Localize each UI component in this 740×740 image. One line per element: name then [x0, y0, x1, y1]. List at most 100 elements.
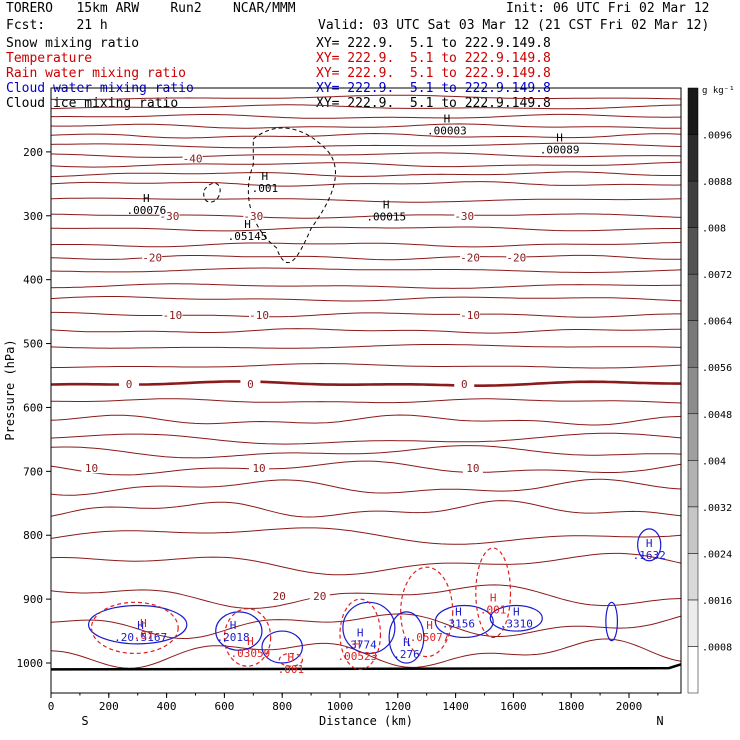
rain-max-label-h: H: [426, 619, 433, 632]
x-axis-title: Distance (km): [319, 714, 413, 728]
colorbar-tick-label: .0032: [702, 503, 732, 514]
cloud-water-max-label-h: H: [646, 537, 653, 550]
colorbar-tick-label: .0024: [702, 549, 732, 560]
temperature-label-bg: [182, 152, 203, 164]
temperature-label-bg: [159, 209, 180, 221]
temperature-label-bg: [243, 209, 264, 221]
colorbar-tick-label: .0048: [702, 410, 732, 421]
temperature-label-bg: [454, 377, 475, 389]
colorbar-tick-label: .0088: [702, 177, 732, 188]
header-fcst: Fcst: 21 h: [6, 18, 108, 33]
colorbar-segment: [687, 320, 699, 368]
contour-layer: [50, 94, 682, 671]
snow-max-label: .001: [252, 182, 279, 195]
rain-contour: [400, 566, 454, 658]
temperature-contour: [50, 197, 682, 203]
x-tick-label: 400: [157, 700, 177, 713]
snow-max-label: .00076: [126, 204, 166, 217]
endpoint-right: N: [656, 714, 663, 728]
ground-line: [50, 663, 682, 671]
colorbar-units: g kg⁻¹: [702, 86, 735, 96]
temperature-contour: [50, 460, 682, 476]
temperature-label: 0: [247, 378, 254, 391]
cloud-water-max-label: .20.5167: [114, 631, 167, 644]
x-tick-label: 1000: [327, 700, 354, 713]
temperature-contour: [50, 380, 681, 387]
colorbar-tick-label: .0016: [702, 596, 732, 607]
rain-max-label-h: H: [490, 592, 497, 605]
temperature-contour: [50, 328, 682, 334]
field-name-rain: Rain water mixing ratio: [6, 66, 187, 81]
rain-contour: [223, 608, 272, 667]
rain-max-label: .001: [480, 604, 507, 617]
field-xy-temperature: XY= 222.9. 5.1 to 222.9.149.8: [316, 51, 551, 66]
temperature-contour: [50, 226, 681, 232]
x-tick-label: 600: [214, 700, 234, 713]
colorbar-tick-label: .0056: [702, 363, 732, 374]
temperature-contour: [50, 171, 681, 178]
header-init: Init: 06 UTC Fri 02 Mar 12: [506, 1, 710, 16]
cloud-water-max-label-h: H: [513, 606, 520, 619]
cloud-water-contour: [605, 601, 619, 642]
temperature-label: -40: [183, 152, 203, 165]
temperature-label-bg: [269, 589, 290, 601]
temperature-contour: [50, 104, 682, 110]
temperature-contour: [50, 213, 682, 219]
snow-max-label-h: H: [244, 218, 251, 231]
y-tick-label: 300: [23, 210, 43, 223]
temperature-contour: [50, 152, 682, 158]
colorbar-segment: [687, 506, 699, 554]
temperature-label-bg: [460, 251, 481, 263]
snow-contour: [203, 182, 221, 203]
temperature-label-bg: [462, 462, 483, 474]
y-tick-label: 600: [23, 401, 43, 414]
colorbar-tick-label: .0064: [702, 317, 732, 328]
temperature-contour: [50, 344, 682, 349]
temperature-contour: [50, 132, 682, 139]
snow-max-label: .00003: [427, 124, 467, 137]
colorbar-segment: [687, 553, 699, 601]
y-tick-label: 1000: [17, 657, 44, 670]
temperature-label: 10: [252, 462, 265, 475]
x-tick-label: 1600: [500, 700, 527, 713]
snow-max-label: .00015: [366, 211, 406, 224]
field-xy-snow: XY= 222.9. 5.1 to 222.9.149.8: [316, 36, 551, 51]
temperature-contour: [50, 584, 682, 609]
temperature-contour: [50, 478, 682, 496]
snow-max-label-h: H: [383, 199, 390, 212]
temperature-label-bg: [142, 251, 163, 263]
temperature-label: -30: [454, 210, 474, 223]
temperature-label: 0: [461, 378, 468, 391]
cloud-water-max-label: .3310: [500, 618, 533, 631]
cloud-water-max-label-h: H: [403, 636, 410, 649]
cloud-water-max-label: .3156: [442, 618, 475, 631]
rain-contour: [475, 547, 512, 639]
temperature-label: -20: [460, 251, 480, 264]
temperature-contour: [50, 445, 682, 459]
field-name-temperature: Temperature: [6, 51, 93, 66]
temperature-contour: [50, 432, 682, 445]
temperature-label-bg: [506, 251, 527, 263]
cloud-water-max-label: .276: [393, 648, 420, 661]
colorbar-tick-label: .004: [702, 456, 726, 467]
cloud-water-contour: [637, 528, 662, 562]
rain-max-label: .03059: [231, 647, 271, 660]
cloud-water-max-label-h: H: [137, 619, 144, 632]
cloud-water-contour: [87, 604, 188, 645]
temperature-label: -10: [249, 309, 269, 322]
snow-max-label-h: H: [556, 132, 563, 145]
cloud-water-contour: [434, 604, 494, 639]
snow-contour: [247, 127, 336, 264]
rain-contour: [278, 652, 304, 667]
temperature-contour: [50, 161, 682, 168]
y-tick-label: 900: [23, 593, 43, 606]
colorbar-tick-label: .0008: [702, 642, 732, 653]
cloud-water-contour: [261, 630, 304, 664]
colorbar-segment: [687, 646, 699, 694]
colorbar-segment: [687, 366, 699, 415]
rain-max-label-h: H: [288, 651, 295, 664]
temperature-contour: [50, 638, 682, 669]
temperature-label-bg: [119, 377, 140, 389]
temperature-label: -30: [243, 210, 263, 223]
